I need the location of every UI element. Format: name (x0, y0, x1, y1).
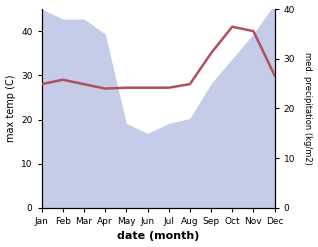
Y-axis label: med. precipitation (kg/m2): med. precipitation (kg/m2) (303, 52, 313, 165)
X-axis label: date (month): date (month) (117, 231, 199, 242)
Y-axis label: max temp (C): max temp (C) (5, 75, 16, 142)
